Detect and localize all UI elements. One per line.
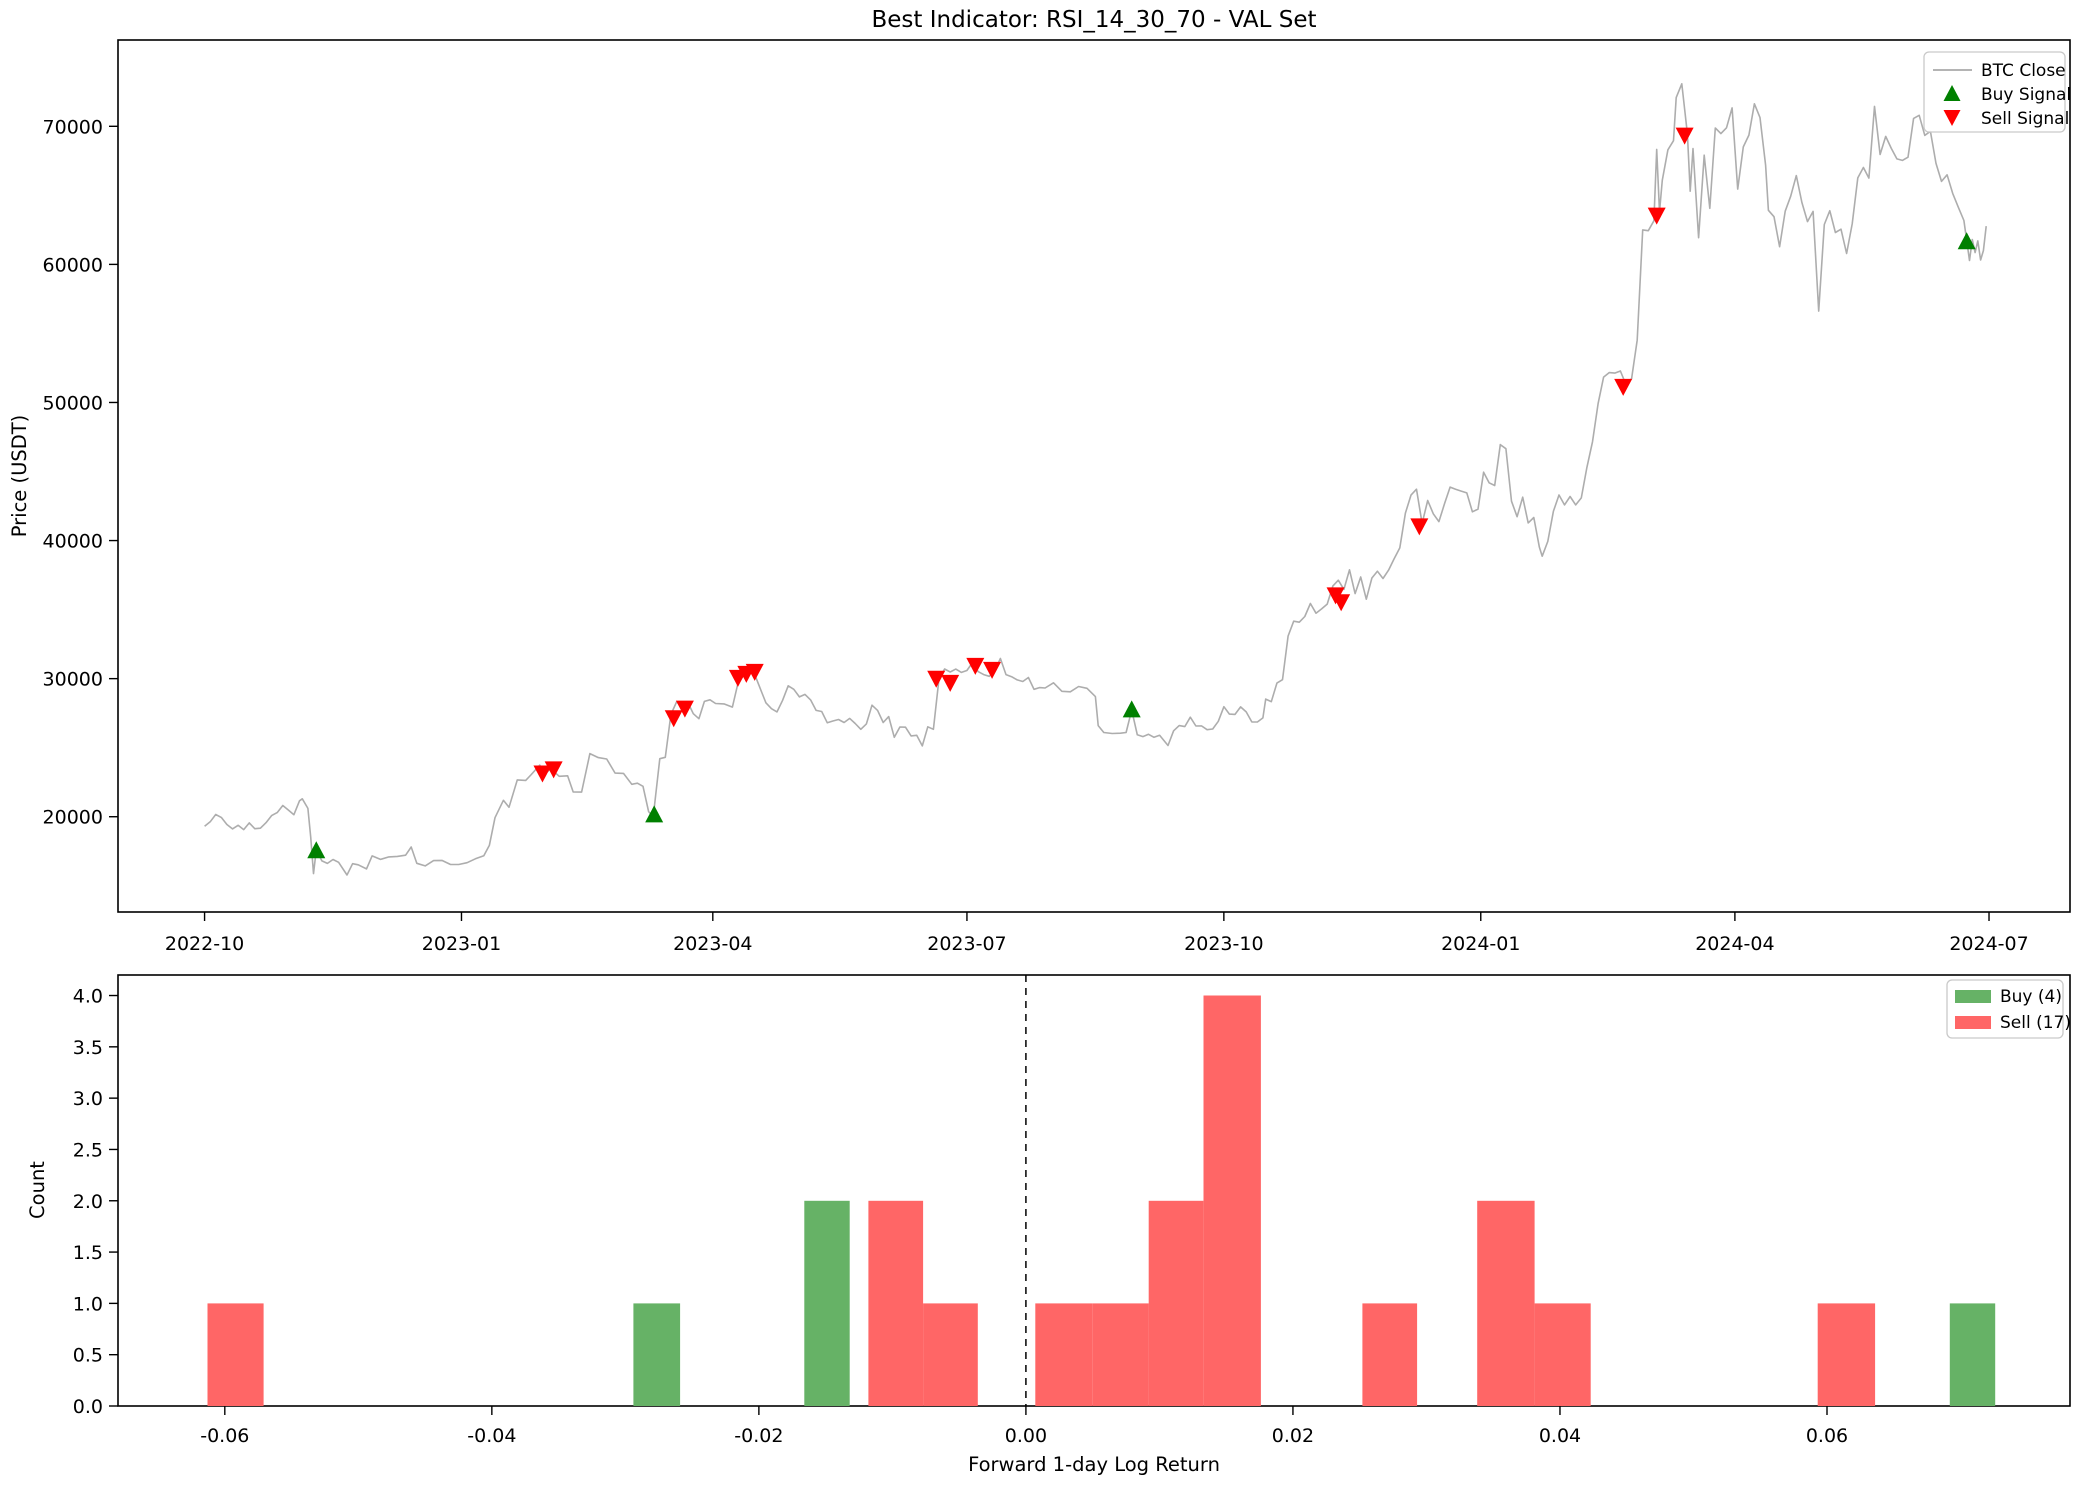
svg-text:2023-04: 2023-04 <box>673 933 752 955</box>
hist-legend-sell-swatch <box>1955 1016 1991 1029</box>
price-x-axis: 2022-10 2023-01 2023-04 2023-07 2023-10 2024-… <box>165 912 2029 955</box>
figure-title: Best Indicator: RSI_14_30_70 - VAL Set <box>871 7 1316 33</box>
btc-close-line <box>204 83 1987 876</box>
svg-text:0.00: 0.00 <box>1005 1425 1047 1447</box>
hist-x-axis-label: Forward 1-day Log Return <box>968 1453 1220 1476</box>
svg-text:20000: 20000 <box>43 807 103 829</box>
svg-text:30000: 30000 <box>43 669 103 691</box>
svg-text:1.5: 1.5 <box>73 1242 103 1264</box>
svg-text:2024-07: 2024-07 <box>1949 933 2028 955</box>
svg-text:70000: 70000 <box>43 116 103 138</box>
hist-legend-buy-label: Buy (4) <box>2000 987 2062 1007</box>
svg-text:-0.04: -0.04 <box>467 1425 516 1447</box>
hist-bars-sell <box>207 995 1876 1406</box>
price-plot-border <box>117 39 2071 913</box>
svg-text:2.5: 2.5 <box>73 1139 103 1161</box>
sell-signal-markers <box>533 127 1694 783</box>
svg-text:2023-01: 2023-01 <box>422 933 501 955</box>
price-y-axis-label: Price (USDT) <box>8 415 31 538</box>
buy-signal-markers <box>307 232 1976 859</box>
svg-text:0.5: 0.5 <box>73 1345 103 1367</box>
svg-text:40000: 40000 <box>43 531 103 553</box>
svg-text:2023-07: 2023-07 <box>927 933 1006 955</box>
svg-text:2022-10: 2022-10 <box>165 933 244 955</box>
svg-text:3.5: 3.5 <box>73 1037 103 1059</box>
svg-text:1.0: 1.0 <box>73 1293 103 1315</box>
svg-text:4.0: 4.0 <box>73 986 103 1008</box>
svg-text:50000: 50000 <box>43 392 103 414</box>
svg-text:-0.06: -0.06 <box>200 1425 249 1447</box>
svg-text:0.06: 0.06 <box>1806 1425 1848 1447</box>
svg-text:0.02: 0.02 <box>1272 1425 1314 1447</box>
svg-text:60000: 60000 <box>43 254 103 276</box>
price-y-axis: 20000 30000 40000 50000 60000 70000 <box>43 116 118 829</box>
hist-legend-buy-swatch <box>1955 990 1991 1003</box>
price-chart: Price (USDT) 2022-10 2023-01 2023-04 2023-0… <box>8 39 2071 955</box>
legend-sell-marker <box>1943 110 1961 126</box>
hist-legend-sell-label: Sell (17) <box>2000 1013 2071 1033</box>
svg-text:3.0: 3.0 <box>73 1088 103 1110</box>
histogram-chart: Count Forward 1-day Log Return -0.06 -0.0… <box>26 974 2071 1476</box>
legend-buy-label: Buy Signal <box>1981 85 2071 105</box>
legend-line-label: BTC Close <box>1981 61 2066 81</box>
svg-text:2023-10: 2023-10 <box>1184 933 1263 955</box>
hist-x-axis: -0.06 -0.04 -0.02 0.00 0.02 0.04 0.06 <box>200 1406 1848 1447</box>
hist-legend: Buy (4) Sell (17) <box>1946 979 2071 1039</box>
price-legend: BTC Close Buy Signal Sell Signal <box>1923 51 2071 133</box>
svg-text:0.04: 0.04 <box>1539 1425 1581 1447</box>
legend-sell-label: Sell Signal <box>1981 109 2069 129</box>
hist-y-axis: 0.0 0.5 1.0 1.5 2.0 2.5 3.0 3.5 4.0 <box>73 986 118 1418</box>
svg-text:-0.02: -0.02 <box>734 1425 783 1447</box>
svg-text:2.0: 2.0 <box>73 1191 103 1213</box>
legend-buy-marker <box>1943 85 1961 101</box>
svg-text:2024-01: 2024-01 <box>1441 933 1520 955</box>
hist-bars-buy <box>633 1200 1996 1406</box>
svg-text:0.0: 0.0 <box>73 1396 103 1418</box>
svg-text:2024-04: 2024-04 <box>1695 933 1774 955</box>
hist-y-axis-label: Count <box>26 1161 49 1219</box>
